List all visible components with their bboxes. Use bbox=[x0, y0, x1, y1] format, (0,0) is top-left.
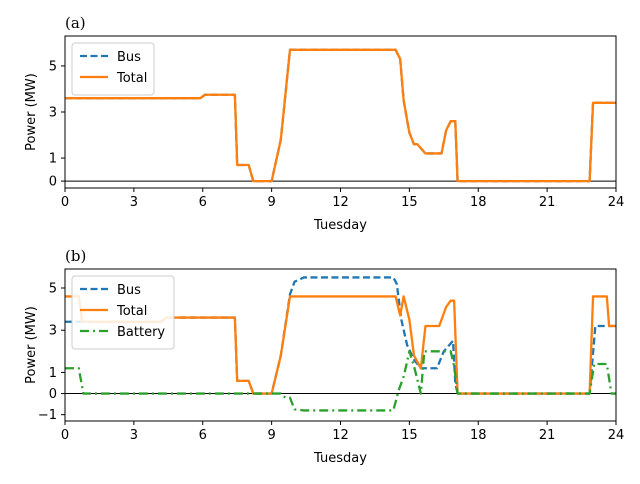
legend: Bus Total Battery bbox=[71, 275, 175, 350]
x-tick-label: 21 bbox=[539, 428, 556, 443]
chart-panel-a: 0 3 6 9 12 15 18 21 24 0 1 3 5 Tuesday Power (MW) (a) Bu… bbox=[24, 14, 624, 233]
legend-label-bus: Bus bbox=[117, 50, 141, 65]
y-tick-label: 3 bbox=[49, 106, 57, 121]
y-axis-label: Power (MW) bbox=[24, 306, 39, 384]
x-tick-label: 6 bbox=[199, 428, 207, 443]
x-tick-label: 15 bbox=[401, 428, 418, 443]
y-axis-label: Power (MW) bbox=[24, 73, 39, 151]
x-tick-label: 0 bbox=[61, 428, 69, 443]
y-tick-label: −1 bbox=[38, 408, 57, 423]
y-tick-label: 0 bbox=[49, 175, 57, 190]
x-tick-label: 21 bbox=[539, 195, 556, 210]
series-line-battery bbox=[65, 350, 616, 412]
x-tick-label: 12 bbox=[332, 428, 349, 443]
legend-label-total: Total bbox=[116, 71, 147, 86]
x-tick-label: 12 bbox=[332, 195, 349, 210]
x-tick-label: 3 bbox=[130, 195, 138, 210]
y-tick-label: 1 bbox=[49, 152, 57, 167]
chart-panel-b: 0 3 6 9 12 15 18 21 24 −1 0 1 3 5 Tuesday Power (MW) (b)… bbox=[24, 247, 624, 466]
y-tick-label: 0 bbox=[49, 387, 57, 402]
legend-label-bus: Bus bbox=[117, 283, 141, 298]
series-line-total bbox=[65, 48, 616, 183]
x-tick-label: 6 bbox=[199, 195, 207, 210]
panel-label: (b) bbox=[65, 247, 86, 265]
x-tick-label: 24 bbox=[608, 428, 625, 443]
x-tick-label: 9 bbox=[267, 428, 275, 443]
y-tick-label: 1 bbox=[49, 366, 57, 381]
y-tick-label: 3 bbox=[49, 324, 57, 339]
legend-label-total: Total bbox=[116, 304, 147, 319]
legend-box bbox=[71, 42, 155, 96]
x-tick-label: 24 bbox=[608, 195, 625, 210]
y-tick-label: 5 bbox=[49, 282, 57, 297]
legend: Bus Total bbox=[71, 42, 155, 96]
panel-label: (a) bbox=[65, 14, 86, 32]
x-tick-label: 0 bbox=[61, 195, 69, 210]
x-tick-label: 18 bbox=[470, 195, 487, 210]
x-tick-label: 15 bbox=[401, 195, 418, 210]
x-axis-label: Tuesday bbox=[313, 218, 367, 233]
x-tick-label: 3 bbox=[130, 428, 138, 443]
x-tick-label: 9 bbox=[267, 195, 275, 210]
x-tick-label: 18 bbox=[470, 428, 487, 443]
legend-box bbox=[71, 275, 175, 350]
x-axis-label: Tuesday bbox=[313, 451, 367, 466]
legend-label-battery: Battery bbox=[117, 325, 165, 340]
y-tick-label: 5 bbox=[49, 59, 57, 74]
